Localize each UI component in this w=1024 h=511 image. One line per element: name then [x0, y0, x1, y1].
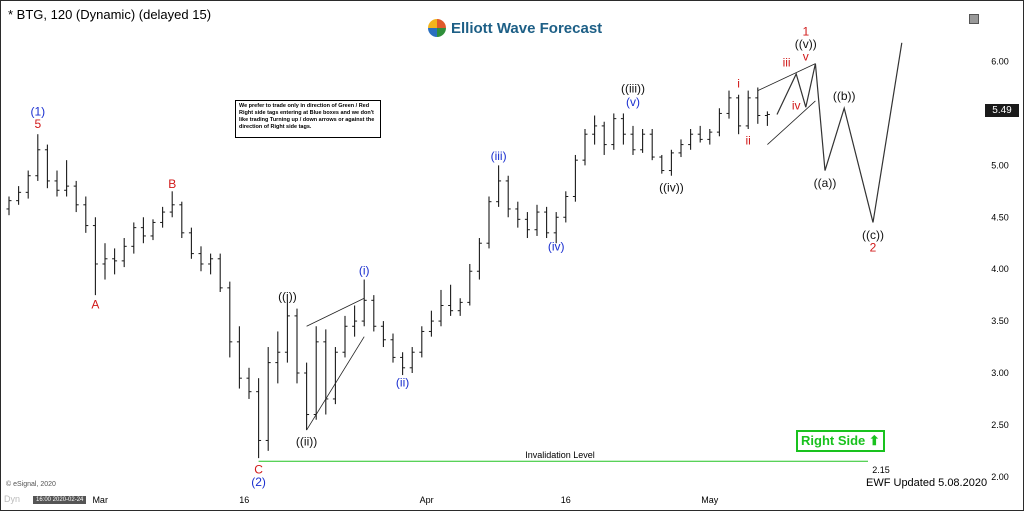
- arrow-up-icon: ⬆: [868, 433, 880, 448]
- wave-label: 5: [34, 117, 41, 131]
- x-tick-label: May: [701, 495, 719, 505]
- invalidation-value: 2.15: [872, 465, 890, 475]
- copyright: © eSignal, 2020: [6, 481, 56, 488]
- wave-label: iv: [792, 98, 801, 112]
- wave-label: (iii): [491, 149, 507, 163]
- time-chip: 16:00 2020-02-24: [33, 496, 87, 504]
- logo-text: Elliott Wave Forecast: [451, 19, 603, 37]
- projection-line: [776, 42, 903, 223]
- projection-path: [776, 42, 903, 223]
- diagonal-lower-line: [306, 336, 365, 431]
- wave-label: (iv): [548, 239, 565, 253]
- wave-label: (i): [359, 263, 370, 277]
- wave-label: 1: [802, 25, 809, 39]
- wave-label: ((i)): [278, 289, 297, 303]
- dyn-watermark: Dyn: [4, 494, 21, 504]
- diagonal-upper-line: [306, 297, 365, 327]
- wave-label: ii: [746, 134, 751, 148]
- wave-label: B: [168, 177, 176, 191]
- wave-label: ((b)): [833, 89, 856, 103]
- trading-note: We prefer to trade only in direction of …: [235, 100, 381, 138]
- wave-label: ((c)): [862, 228, 884, 242]
- maximize-icon[interactable]: [969, 14, 979, 24]
- x-tick-label: Mar: [92, 495, 108, 505]
- wave-label: (ii): [396, 375, 409, 389]
- invalidation-label: Invalidation Level: [525, 450, 595, 460]
- ending-diagonal-upper: [757, 63, 816, 91]
- wave-label: (v): [626, 95, 640, 109]
- y-tick-label: 2.50: [991, 420, 1009, 430]
- right-side-label: Right Side: [801, 433, 866, 448]
- wave-label: ((iii)): [621, 82, 645, 96]
- wave-label: ((v)): [795, 37, 817, 51]
- wave-label: iii: [783, 56, 791, 70]
- brand-logo: Elliott Wave Forecast: [428, 19, 602, 37]
- y-tick-label: 2.00: [991, 472, 1009, 482]
- wave-label: A: [91, 298, 99, 312]
- price-bars: [6, 63, 816, 459]
- y-tick-label: 3.00: [991, 368, 1009, 378]
- wave-label: 2: [870, 241, 877, 255]
- y-tick-label: 4.50: [991, 212, 1009, 222]
- chart-title: * BTG, 120 (Dynamic) (delayed 15): [8, 7, 212, 22]
- y-tick-label: 4.00: [991, 264, 1009, 274]
- wave-label: ((a)): [814, 176, 837, 190]
- ending-diagonal-lower: [767, 100, 816, 145]
- x-tick-label: 16: [561, 495, 571, 505]
- x-tick-label: 16: [239, 495, 249, 505]
- logo-icon: [428, 19, 446, 37]
- right-side-tag: Right Side ⬆: [796, 430, 885, 452]
- axes: 6.005.505.004.504.003.503.002.502.00Mar1…: [92, 57, 1008, 505]
- updated-text: EWF Updated 5.08.2020: [866, 477, 988, 489]
- y-tick-label: 5.00: [991, 160, 1009, 170]
- current-price-badge: 5.49: [985, 104, 1019, 117]
- wave-label: (1): [30, 105, 45, 119]
- wave-label: ((iv)): [659, 180, 684, 194]
- wave-labels: (1)5 B A C(2) ((i)) ((ii)) (i) (ii) (iii) (iv) ((i…: [30, 25, 884, 490]
- wave-label: ((ii)): [296, 435, 317, 449]
- wave-label: v: [803, 49, 809, 63]
- y-tick-label: 3.50: [991, 316, 1009, 326]
- wave-label: (2): [251, 475, 266, 489]
- wave-label: i: [737, 76, 740, 90]
- x-tick-label: Apr: [420, 495, 434, 505]
- wave-label: C: [254, 463, 263, 477]
- y-tick-label: 6.00: [991, 57, 1009, 67]
